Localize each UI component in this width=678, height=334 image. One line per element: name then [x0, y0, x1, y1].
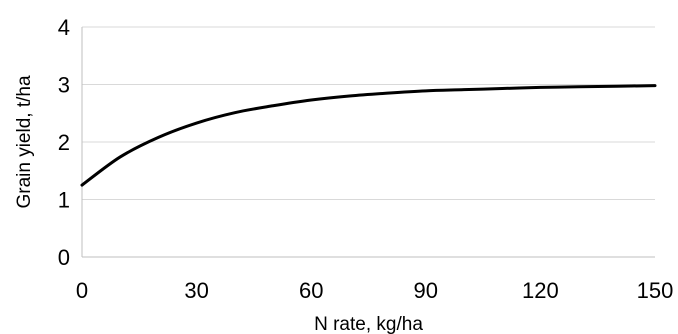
- x-tick-label: 60: [299, 278, 323, 303]
- y-tick-label: 1: [58, 188, 70, 213]
- y-tick-label: 4: [58, 15, 70, 40]
- y-tick-labels: 0 1 2 3 4: [58, 15, 70, 270]
- x-tick-label: 120: [522, 278, 559, 303]
- y-tick-label: 3: [58, 73, 70, 98]
- series-layer: [80, 84, 657, 187]
- x-tick-label: 90: [414, 278, 438, 303]
- x-tick-labels: 0 30 60 90 120 150: [76, 278, 673, 303]
- y-axis-title: Grain yield, t/ha: [14, 75, 35, 208]
- y-tick-label: 0: [58, 245, 70, 270]
- y-tick-label: 2: [58, 130, 70, 155]
- x-tick-label: 150: [637, 278, 674, 303]
- x-tick-label: 0: [76, 278, 88, 303]
- gridlines: [82, 26, 655, 200]
- x-axis-title: N rate, kg/ha: [314, 314, 423, 334]
- series-line-0: [80, 84, 657, 187]
- x-tick-label: 30: [184, 278, 208, 303]
